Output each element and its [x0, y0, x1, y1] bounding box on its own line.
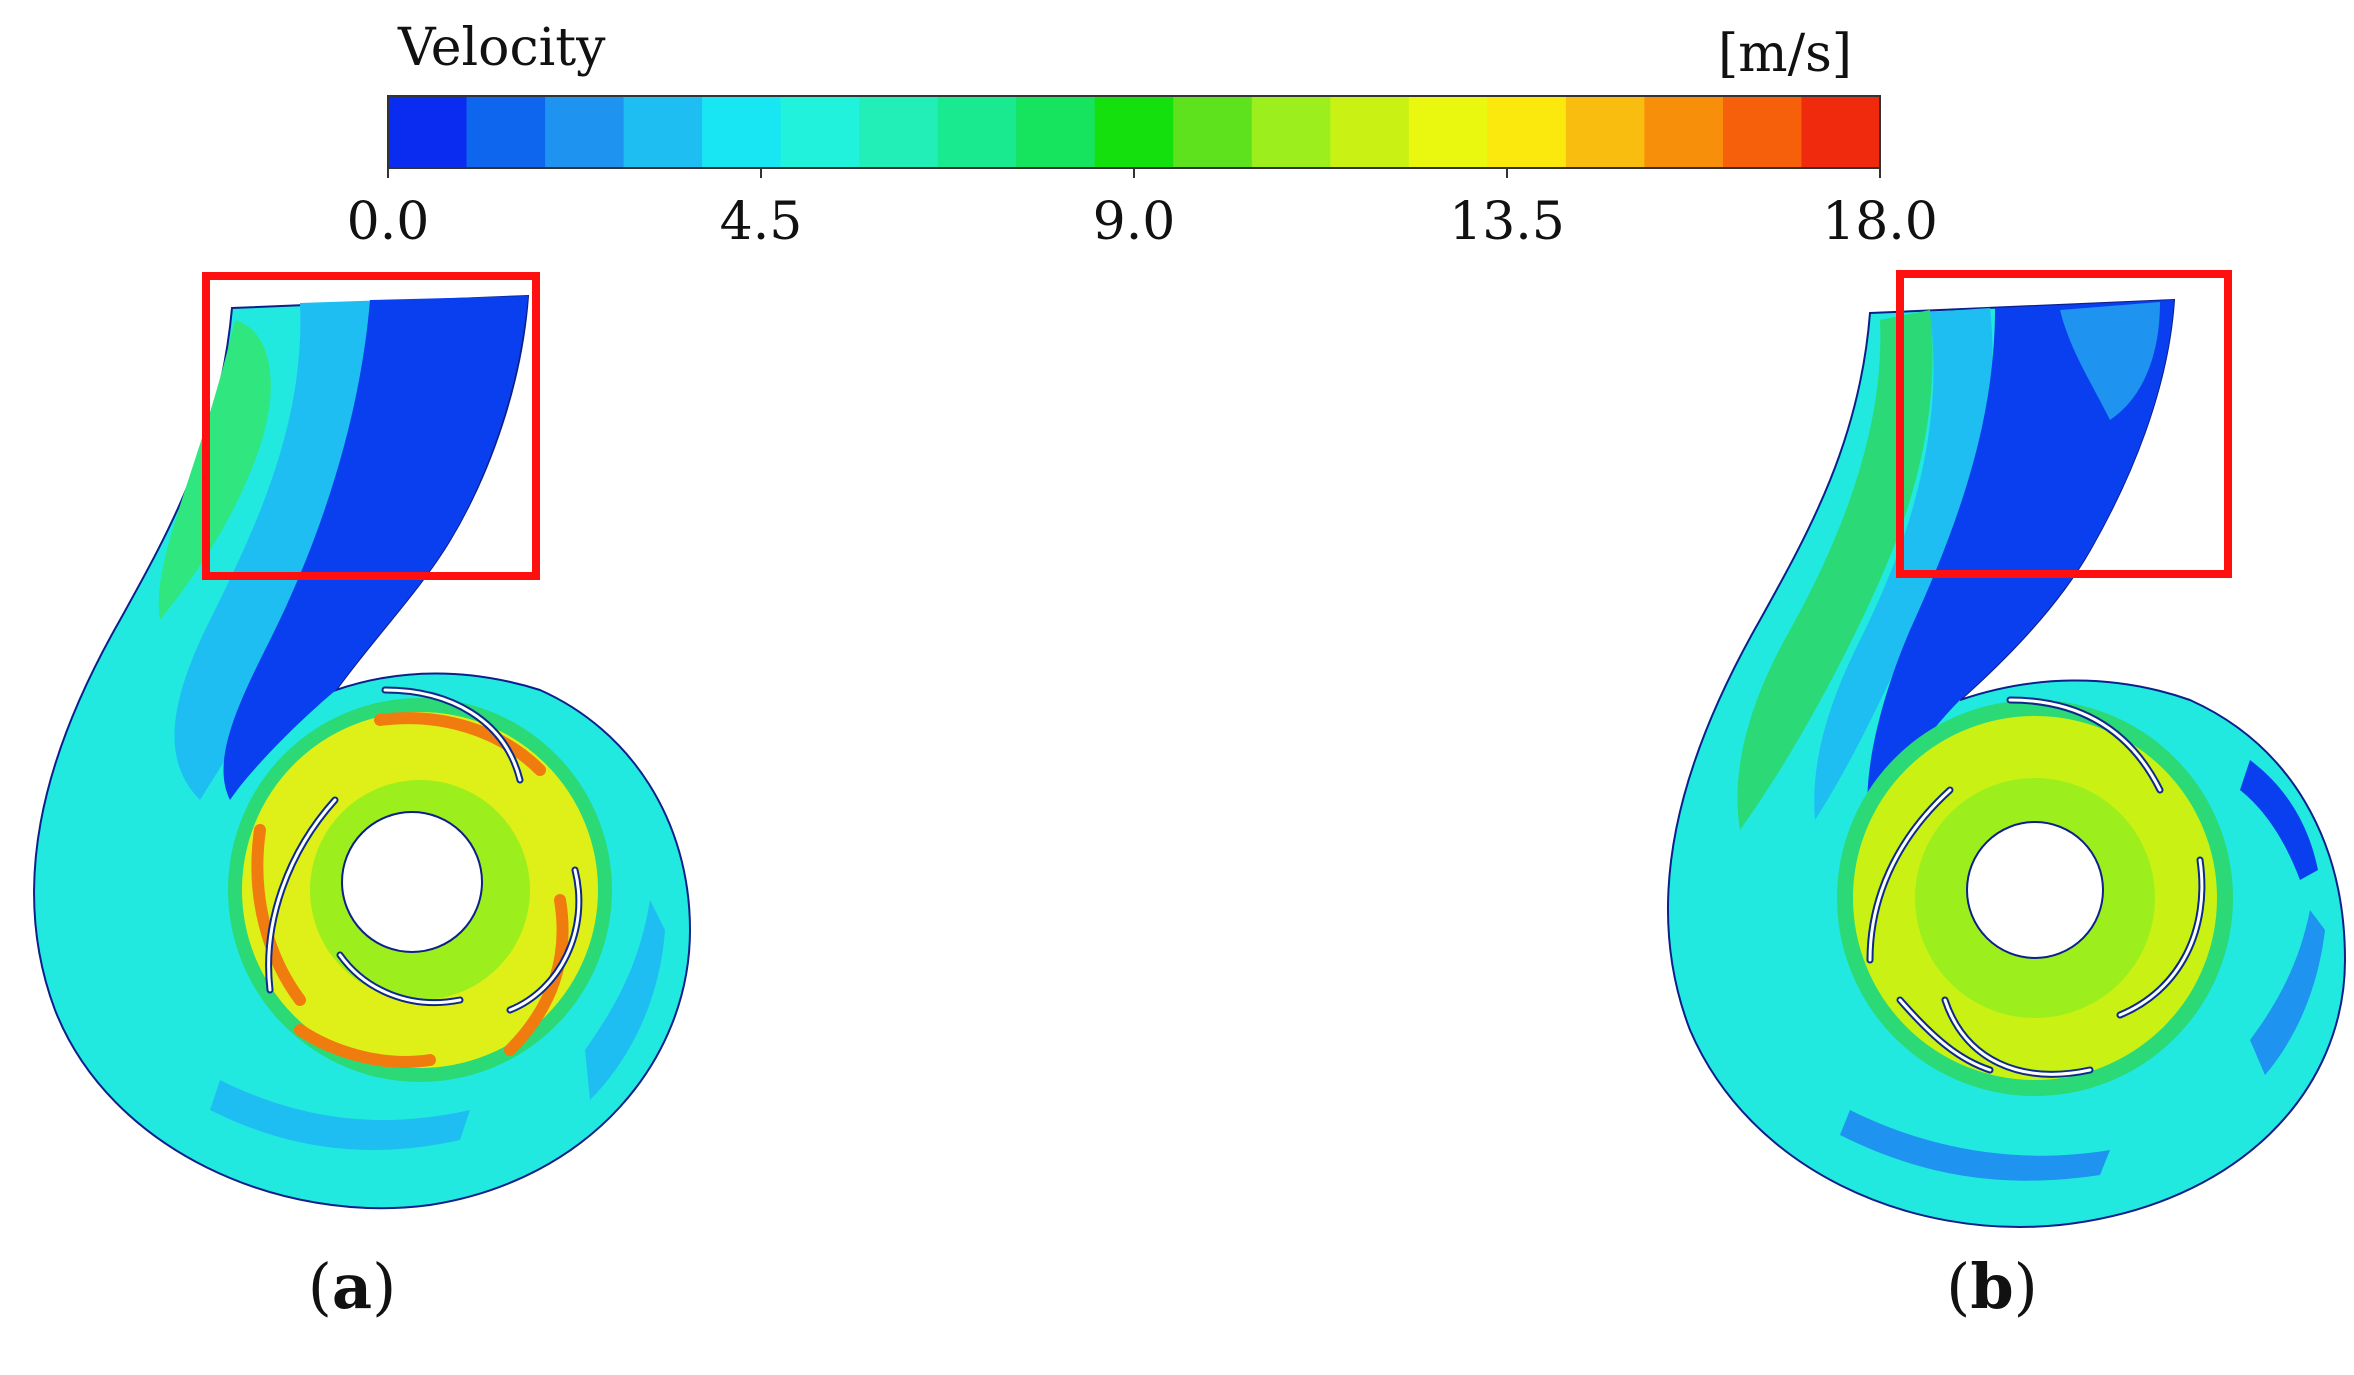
highlight-box-b — [1896, 270, 2232, 578]
peak-streak-a1 — [251, 824, 306, 1006]
low-velocity-core-a — [223, 296, 528, 800]
legend-unit: [m/s] — [1718, 24, 1853, 84]
hub-hole-b — [1966, 821, 2104, 959]
colorbar-swatch — [1801, 96, 1881, 168]
flow-band-b5 — [1840, 1110, 2110, 1181]
colorbar-swatch — [1487, 96, 1567, 168]
colorbar-tick-label: 18.0 — [1822, 192, 1938, 252]
peak-streak-a2 — [374, 712, 546, 776]
colorbar-swatch — [859, 96, 939, 168]
colorbar-swatch — [466, 96, 546, 168]
colorbar-swatch — [1016, 96, 1096, 168]
peak-streak-a4 — [294, 1024, 436, 1068]
flow-band-a3 — [585, 900, 665, 1100]
flow-band-a1 — [174, 300, 393, 800]
colorbar-swatch — [545, 96, 625, 168]
colorbar-swatch — [1094, 96, 1174, 168]
flow-band-a2 — [158, 320, 271, 620]
colorbar-swatch — [623, 96, 703, 168]
flow-band-b4 — [2240, 760, 2318, 880]
colorbar-swatch — [1173, 96, 1253, 168]
flow-band-b1 — [1737, 310, 1933, 830]
flow-band-a4 — [210, 1080, 470, 1150]
colorbar-tick-label: 0.0 — [346, 192, 430, 252]
colorbar-swatch — [1408, 96, 1488, 168]
colorbar-swatch — [702, 96, 782, 168]
flow-band-b6 — [2250, 910, 2325, 1075]
colorbar-swatch — [1644, 96, 1724, 168]
colorbar-swatch — [388, 96, 468, 168]
impeller-rim-b — [1837, 700, 2233, 1096]
panel-label-b: (b) — [1946, 1250, 2038, 1323]
highlight-box-a — [202, 272, 540, 580]
low-velocity-core-b — [1867, 300, 2174, 830]
colorbar-swatch — [1251, 96, 1331, 168]
colorbar-swatch — [1565, 96, 1645, 168]
pump-contour-a — [33, 272, 692, 1210]
impeller-rim-a — [228, 698, 612, 1082]
colorbar-tick-label: 4.5 — [719, 192, 803, 252]
pump-contour-b — [1666, 270, 2347, 1228]
panel-letter-a: a — [331, 1250, 373, 1323]
colorbar-swatch — [1722, 96, 1802, 168]
peak-streak-a3 — [504, 894, 569, 1056]
panel-letter-b: b — [1970, 1250, 2014, 1323]
hub-hole-a — [341, 811, 483, 953]
flow-band-b3 — [2060, 302, 2160, 420]
colorbar-tick-label: 9.0 — [1092, 192, 1176, 252]
legend-title: Velocity — [398, 18, 606, 78]
colorbar-tick-label: 13.5 — [1449, 192, 1565, 252]
colorbar-swatch — [937, 96, 1017, 168]
panel-label-a: (a) — [307, 1250, 397, 1323]
colorbar-swatch — [780, 96, 860, 168]
colorbar — [387, 95, 1881, 178]
colorbar-swatch — [1330, 96, 1410, 168]
